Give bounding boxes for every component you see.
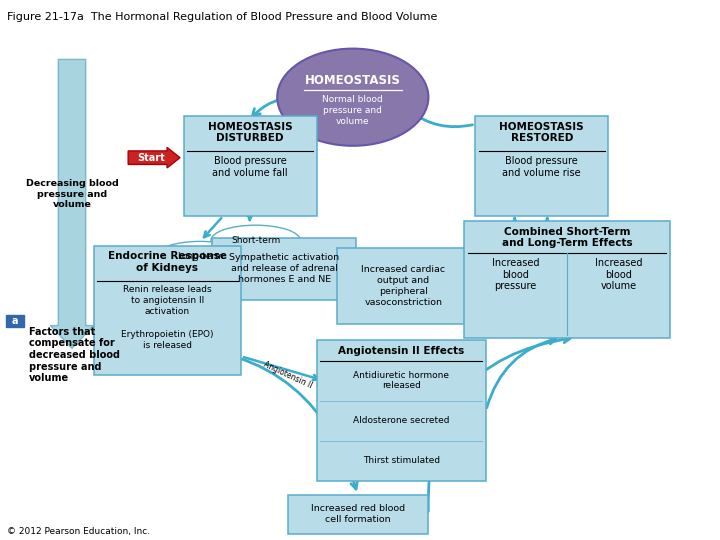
Text: Increased
blood
pressure: Increased blood pressure [492,258,539,291]
Text: HOMEOSTASIS
DISTURBED: HOMEOSTASIS DISTURBED [208,122,292,143]
FancyArrow shape [50,59,94,348]
Text: HOMEOSTASIS: HOMEOSTASIS [305,75,401,87]
Text: HOMEOSTASIS
RESTORED: HOMEOSTASIS RESTORED [500,122,584,143]
FancyBboxPatch shape [317,340,486,481]
Text: Start: Start [138,153,165,163]
FancyBboxPatch shape [6,315,24,327]
Text: Angiotensin II Effects: Angiotensin II Effects [338,346,464,356]
FancyBboxPatch shape [288,495,428,534]
FancyBboxPatch shape [184,116,317,216]
Text: Increased cardiac
output and
peripheral
vasoconstriction: Increased cardiac output and peripheral … [361,265,446,307]
Text: Sympathetic activation
and release of adrenal
hormones E and NE: Sympathetic activation and release of ad… [230,253,339,284]
Text: Decreasing blood
pressure and
volume: Decreasing blood pressure and volume [26,179,118,210]
Text: Increased
blood
volume: Increased blood volume [595,258,642,291]
Text: Short-term: Short-term [231,236,280,245]
Text: Long-term: Long-term [177,252,223,261]
Text: Increased red blood
cell formation: Increased red blood cell formation [311,504,405,524]
Text: © 2012 Pearson Education, Inc.: © 2012 Pearson Education, Inc. [7,526,150,536]
FancyBboxPatch shape [337,248,470,324]
Text: a: a [12,316,19,326]
Text: Figure 21-17a  The Hormonal Regulation of Blood Pressure and Blood Volume: Figure 21-17a The Hormonal Regulation of… [7,12,438,22]
FancyBboxPatch shape [475,116,608,216]
Text: Angiotensin II: Angiotensin II [262,360,314,390]
Text: Blood pressure
and volume fall: Blood pressure and volume fall [212,156,288,178]
Text: Combined Short-Term
and Long-Term Effects: Combined Short-Term and Long-Term Effect… [502,227,632,248]
FancyBboxPatch shape [212,238,356,300]
Text: Aldosterone secreted: Aldosterone secreted [353,416,450,425]
Text: Factors that
compensate for
decreased blood
pressure and
volume: Factors that compensate for decreased bl… [29,327,120,383]
FancyBboxPatch shape [94,246,241,375]
FancyArrow shape [128,147,180,168]
Text: Blood pressure
and volume rise: Blood pressure and volume rise [503,156,581,178]
Text: Normal blood
pressure and
volume: Normal blood pressure and volume [323,94,383,126]
Text: Thirst stimulated: Thirst stimulated [363,456,440,465]
Text: Renin release leads
to angiotensin II
activation

Erythropoietin (EPO)
is releas: Renin release leads to angiotensin II ac… [121,285,214,349]
Ellipse shape [156,241,245,272]
Ellipse shape [211,225,300,255]
FancyBboxPatch shape [464,221,670,338]
Ellipse shape [277,49,428,146]
Text: Endocrine Response
of Kidneys: Endocrine Response of Kidneys [108,251,227,273]
Text: Antidiuretic hormone
released: Antidiuretic hormone released [354,371,449,390]
